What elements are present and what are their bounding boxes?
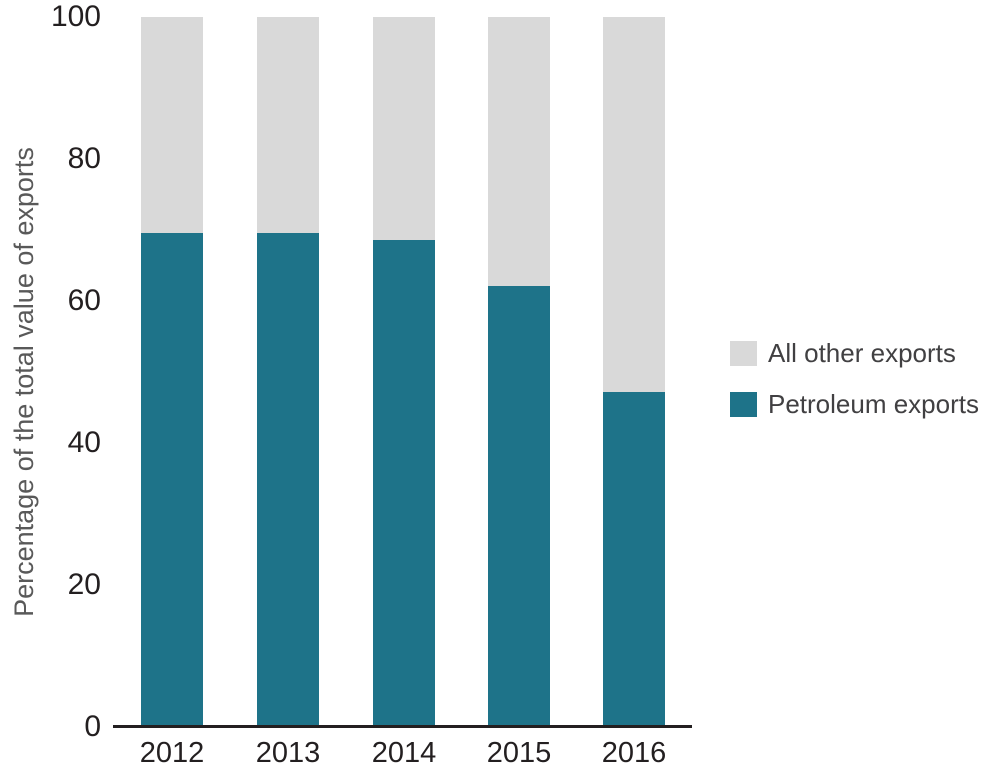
legend-swatch-icon: [730, 340, 757, 366]
x-tick-label-2013: 2013: [255, 737, 321, 769]
bar-2015: [488, 17, 550, 726]
bar-segment-petroleum-exports-2016: [603, 392, 665, 726]
bar-2014: [373, 17, 435, 726]
legend: All other exports Petroleum exports: [730, 338, 979, 440]
bar-segment-all-other-exports-2014: [373, 17, 435, 240]
bar-segment-all-other-exports-2016: [603, 17, 665, 392]
legend-item: Petroleum exports: [730, 389, 979, 419]
x-axis-line: [113, 725, 692, 728]
y-axis-title: Percentage of the total value of exports: [9, 147, 39, 617]
bar-2012: [141, 17, 203, 726]
x-tick-label-2015: 2015: [486, 737, 552, 769]
y-tick-label-20: 20: [67, 568, 101, 601]
bar-2016: [603, 17, 665, 726]
legend-item: All other exports: [730, 338, 979, 368]
legend-label: Petroleum exports: [768, 389, 979, 419]
bar-segment-all-other-exports-2013: [257, 17, 319, 233]
y-tick-label-40: 40: [67, 426, 101, 459]
bar-segment-petroleum-exports-2014: [373, 240, 435, 726]
bar-2013: [257, 17, 319, 726]
bar-segment-all-other-exports-2012: [141, 17, 203, 233]
y-tick-label-0: 0: [84, 710, 101, 743]
bar-segment-all-other-exports-2015: [488, 17, 550, 286]
bar-segment-petroleum-exports-2013: [257, 233, 319, 726]
legend-swatch-icon: [730, 391, 757, 417]
x-tick-label-2016: 2016: [601, 737, 667, 769]
y-tick-label-100: 100: [50, 0, 101, 33]
bar-segment-petroleum-exports-2015: [488, 286, 550, 726]
legend-label: All other exports: [768, 338, 956, 368]
y-tick-label-80: 80: [67, 142, 101, 175]
x-tick-label-2012: 2012: [139, 737, 205, 769]
bar-segment-petroleum-exports-2012: [141, 233, 203, 726]
x-tick-label-2014: 2014: [371, 737, 437, 769]
y-tick-label-60: 60: [67, 284, 101, 317]
